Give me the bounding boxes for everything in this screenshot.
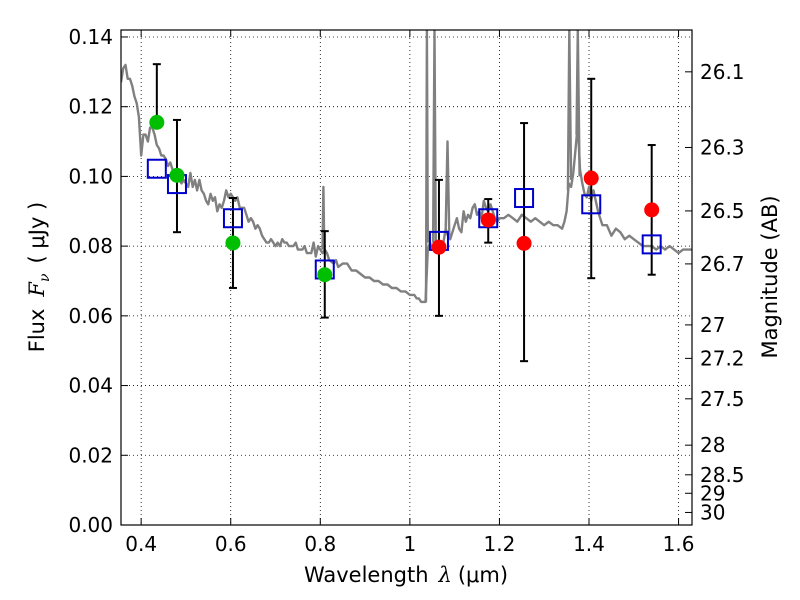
model-photometry-square — [514, 188, 535, 209]
model-photometry-square — [581, 194, 602, 215]
y-axis-label-unit: ( μJy ) — [25, 202, 49, 264]
observed-green-point — [169, 167, 185, 183]
x-axis-label: Wavelength λ (μm) — [304, 563, 508, 587]
axes-ticks: 0.4 0.6 0.8 1 1.2 1.4 1.6 0.00 0.02 0.04 0.06 0.08 0… — [68, 25, 744, 556]
y-tick-label: 0.10 — [68, 164, 113, 188]
mag-tick-label: 28 — [700, 433, 725, 457]
mag-tick-label: 27.2 — [700, 346, 745, 370]
observed-green-point — [225, 235, 241, 251]
x-tick-label: 1 — [403, 532, 416, 556]
observed-red-point — [644, 202, 660, 218]
observed-green-point — [317, 267, 333, 283]
x-tick-label: 1.6 — [663, 532, 695, 556]
y-axis-label-subscript: ν — [37, 273, 53, 282]
mag-tick-label: 26.1 — [700, 60, 745, 84]
model-photometry-square — [641, 234, 662, 255]
y-tick-label: 0.06 — [68, 304, 113, 328]
model-photometry-square — [222, 208, 243, 229]
emission-line — [566, 30, 573, 191]
model-photometry-square — [146, 158, 167, 179]
x-axis-label-prefix: Wavelength — [304, 563, 429, 587]
y2-axis-label: Magnitude (AB) — [758, 195, 782, 358]
plot-area — [121, 30, 692, 363]
grid — [121, 30, 692, 526]
y-tick-label: 0.12 — [68, 95, 113, 119]
y-axis-label-symbol: F — [25, 281, 49, 298]
x-axis-label-unit: (μm) — [458, 563, 508, 587]
x-tick-label: 0.8 — [304, 532, 336, 556]
y-tick-label: 0.02 — [68, 443, 113, 467]
y-tick-label: 0.04 — [68, 374, 113, 398]
mag-tick-label: 30 — [700, 500, 725, 524]
y-tick-label: 0.00 — [68, 513, 113, 537]
mag-tick-label: 26.5 — [700, 199, 745, 223]
emission-line — [575, 30, 581, 177]
emission-line — [444, 140, 451, 236]
mag-tick-label: 27.5 — [700, 387, 745, 411]
emission-line — [431, 30, 437, 247]
model-sed-line — [121, 63, 692, 304]
y-tick-label: 0.08 — [68, 234, 113, 258]
emission-line — [424, 30, 429, 302]
x-tick-label: 0.4 — [125, 532, 157, 556]
plot-frame — [120, 29, 693, 526]
y-axis-label: Flux Fν ( μJy ) — [25, 202, 53, 352]
observed-green-point — [149, 114, 165, 130]
emission-line — [321, 185, 326, 250]
x-tick-label: 1.2 — [484, 532, 516, 556]
x-tick-label: 0.6 — [215, 532, 247, 556]
x-axis-label-symbol: λ — [438, 563, 452, 587]
observed-red-point — [583, 170, 599, 186]
y-tick-label: 0.14 — [68, 25, 113, 49]
observed-red-point — [480, 212, 496, 228]
mag-tick-label: 26.7 — [700, 252, 745, 276]
y-axis-label-prefix: Flux — [25, 309, 49, 353]
observed-red-point — [516, 235, 532, 251]
mag-tick-label: 29 — [700, 481, 725, 505]
mag-tick-label: 26.3 — [700, 135, 745, 159]
mag-tick-label: 28.5 — [700, 463, 745, 487]
x-tick-label: 1.4 — [573, 532, 605, 556]
observed-red-point — [431, 239, 447, 255]
mag-tick-label: 27 — [700, 313, 725, 337]
